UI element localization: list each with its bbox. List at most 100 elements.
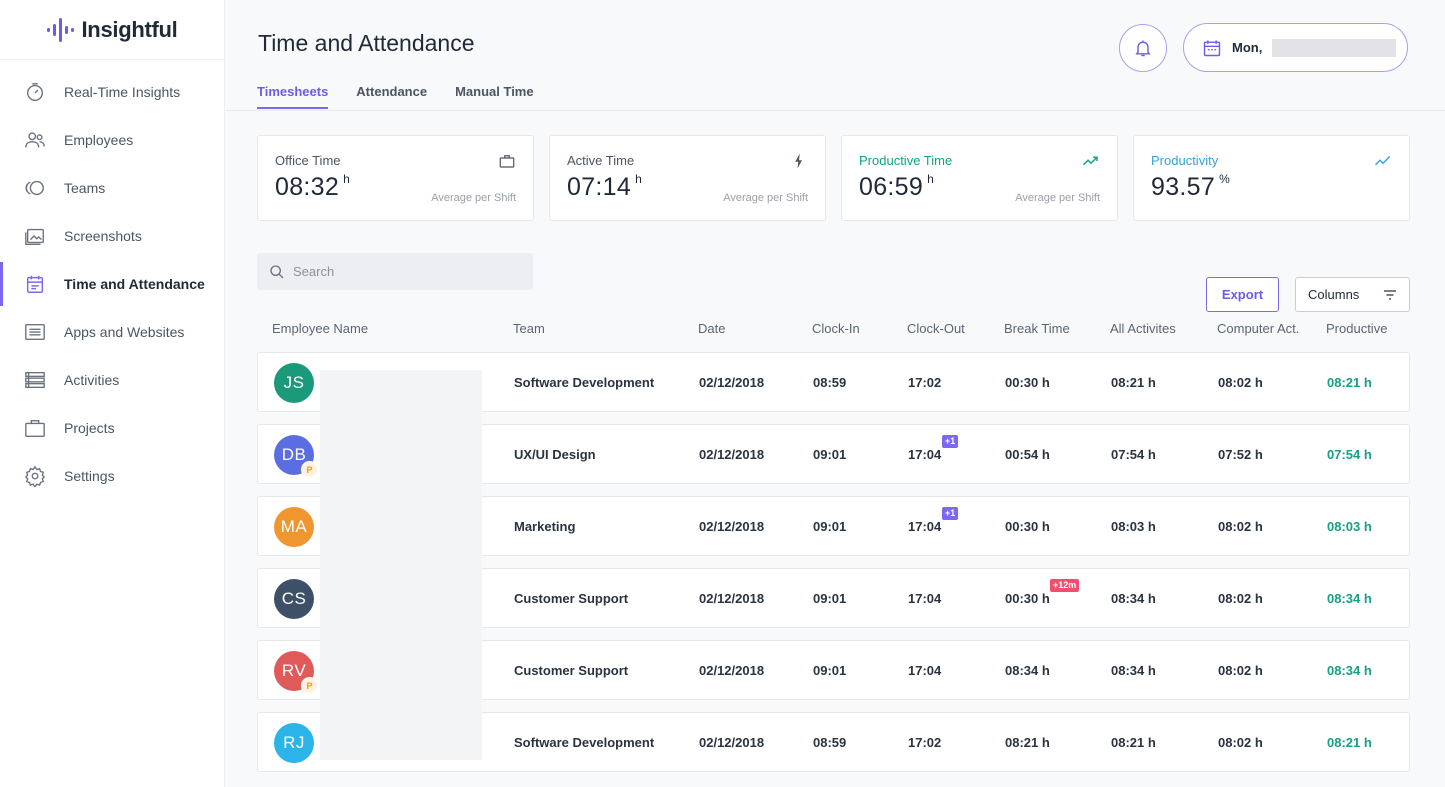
sidebar-nav: Real-Time Insights Employees Teams Scree… [0, 60, 224, 500]
column-header-employee-name[interactable]: Employee Name [272, 321, 369, 336]
search-box[interactable] [257, 253, 533, 290]
logo-text: Insightful [81, 16, 178, 42]
teams-icon [24, 177, 46, 199]
trend-up-icon [1082, 156, 1098, 166]
cell-all-activities: 08:03 h [1111, 519, 1156, 534]
sidebar-item-label: Time and Attendance [64, 276, 205, 292]
column-header-all-activities[interactable]: All Activites [1110, 321, 1176, 336]
stat-label: Productivity [1151, 153, 1219, 168]
trend-line-icon [1374, 155, 1391, 166]
cell-productive: 08:34 h [1327, 591, 1372, 606]
stat-label: Active Time [567, 153, 635, 168]
column-header-clock-in[interactable]: Clock-In [812, 321, 860, 336]
cell-all-activities: 08:21 h [1111, 735, 1156, 750]
avatar[interactable]: RJ [274, 723, 314, 763]
sidebar-item-label: Screenshots [64, 228, 142, 244]
column-header-team[interactable]: Team [513, 321, 545, 336]
cell-computer-act: 07:52 h [1218, 447, 1263, 462]
stat-card-productive-time: Productive Time 06:59 h Average per Shift [841, 135, 1118, 221]
column-header-break-time[interactable]: Break Time [1004, 321, 1070, 336]
next-day-badge: +1 [942, 507, 959, 520]
cell-clock-out: 17:02 [908, 375, 942, 390]
logo[interactable]: Insightful [0, 0, 224, 60]
cell-computer-act: 08:02 h [1218, 591, 1263, 606]
avatar[interactable]: CS [274, 579, 314, 619]
cell-clock-in: 09:01 [813, 447, 847, 462]
users-icon [24, 129, 46, 151]
export-button[interactable]: Export [1206, 277, 1279, 312]
cell-team: Marketing [514, 519, 576, 534]
cell-date: 02/12/2018 [699, 447, 765, 462]
cell-date: 02/12/2018 [699, 735, 765, 750]
columns-label: Columns [1308, 287, 1360, 302]
gauge-icon [24, 81, 46, 103]
image-icon [24, 225, 46, 247]
cell-clock-out: 17:04 [908, 591, 942, 606]
tab-manual-time[interactable]: Manual Time [455, 84, 534, 99]
sidebar-item-label: Projects [64, 420, 115, 436]
stat-sub: Average per Shift [723, 192, 808, 204]
column-header-productive[interactable]: Productive [1326, 321, 1388, 336]
cell-clock-in: 08:59 [813, 375, 847, 390]
date-picker-button[interactable]: Mon, [1183, 23, 1408, 72]
cell-team: Customer Support [514, 591, 629, 606]
stat-sub: Average per Shift [1015, 192, 1100, 204]
cell-team: Customer Support [514, 663, 629, 678]
stat-value: 08:32 h [275, 172, 351, 201]
sidebar-item-time-and-attendance[interactable]: Time and Attendance [0, 260, 224, 308]
avatar[interactable]: JS [274, 363, 314, 403]
sidebar-item-activities[interactable]: Activities [0, 356, 224, 404]
filter-icon [1384, 290, 1396, 300]
cell-break-time: 08:34 h [1005, 663, 1050, 678]
calendar-icon [1203, 40, 1221, 56]
stat-value: 07:14 h [567, 172, 643, 201]
sidebar-item-real-time-insights[interactable]: Real-Time Insights [0, 68, 224, 116]
cell-productive: 07:54 h [1327, 447, 1372, 462]
cell-break-time: 00:30 h [1005, 519, 1050, 534]
column-header-computer-act[interactable]: Computer Act. [1217, 321, 1300, 336]
logo-mark-icon [46, 16, 74, 44]
cell-date: 02/12/2018 [699, 663, 765, 678]
gear-icon [24, 465, 46, 487]
columns-button[interactable]: Columns [1295, 277, 1410, 312]
sidebar-item-settings[interactable]: Settings [0, 452, 224, 500]
cell-clock-in: 09:01 [813, 663, 847, 678]
sidebar-item-label: Activities [64, 372, 120, 388]
sidebar-item-label: Settings [64, 468, 115, 484]
search-input[interactable] [293, 264, 513, 279]
cell-date: 02/12/2018 [699, 519, 765, 534]
cell-productive: 08:03 h [1327, 519, 1372, 534]
sidebar-item-employees[interactable]: Employees [0, 116, 224, 164]
cell-break-time: 00:30 h [1005, 375, 1050, 390]
notifications-button[interactable] [1119, 24, 1167, 72]
sidebar-item-label: Employees [64, 132, 134, 148]
tab-divider [226, 110, 1445, 111]
sidebar-item-label: Apps and Websites [64, 324, 185, 340]
sidebar-item-apps-and-websites[interactable]: Apps and Websites [0, 308, 224, 356]
cell-team: Software Development [514, 735, 655, 750]
column-header-clock-out[interactable]: Clock-Out [907, 321, 965, 336]
cell-team: UX/UI Design [514, 447, 596, 462]
tab-timesheets[interactable]: Timesheets [257, 84, 329, 109]
cell-clock-out: 17:04 [908, 663, 942, 678]
sidebar-item-projects[interactable]: Projects [0, 404, 224, 452]
cell-clock-in: 09:01 [813, 591, 847, 606]
sidebar-item-screenshots[interactable]: Screenshots [0, 212, 224, 260]
cell-break-time: 08:21 h [1005, 735, 1050, 750]
next-day-badge: +1 [942, 435, 959, 448]
cell-computer-act: 08:02 h [1218, 375, 1263, 390]
search-icon [270, 264, 284, 278]
calendar-icon [24, 273, 46, 295]
stat-card-active-time: Active Time 07:14 h Average per Shift [549, 135, 826, 221]
break-overtime-badge: +12m [1050, 579, 1080, 592]
briefcase-icon [499, 155, 515, 168]
cell-break-time: 00:30 h [1005, 591, 1050, 606]
sidebar-item-teams[interactable]: Teams [0, 164, 224, 212]
sidebar-item-label: Real-Time Insights [64, 84, 181, 100]
sidebar-item-label: Teams [64, 180, 106, 196]
tab-attendance[interactable]: Attendance [356, 84, 428, 99]
cell-clock-out: 17:04 [908, 519, 942, 534]
bell-icon [1135, 40, 1151, 57]
column-header-date[interactable]: Date [698, 321, 726, 336]
avatar[interactable]: MA [274, 507, 314, 547]
